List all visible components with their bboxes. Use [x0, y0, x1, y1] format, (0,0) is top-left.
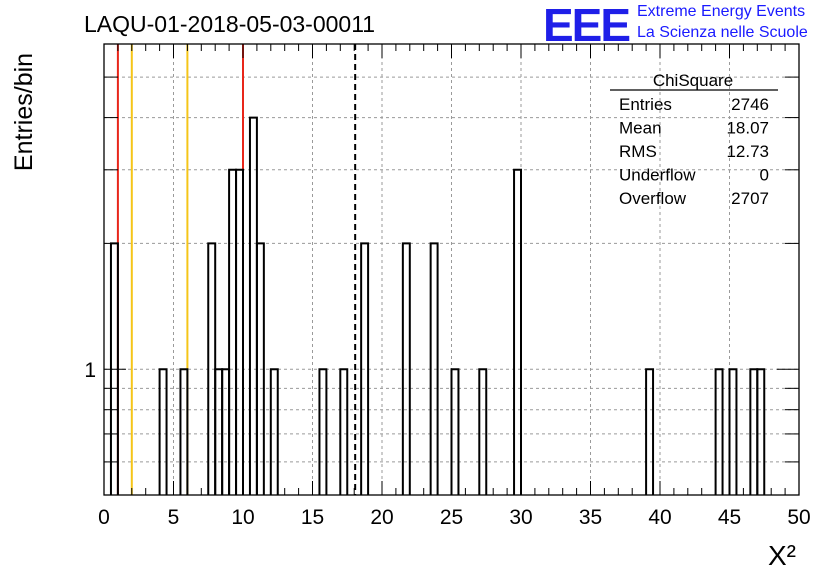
- stats-row-value: 12.73: [726, 142, 769, 161]
- x-axis-label: X²: [768, 540, 796, 571]
- y-tick-label: 1: [84, 359, 96, 382]
- logo-caption-line2: La Scienza nelle Scuole: [637, 24, 808, 41]
- stats-row-label: Mean: [619, 119, 662, 138]
- histogram-bar: [450, 368, 460, 495]
- histogram-bar: [714, 368, 724, 495]
- x-tick-label: 35: [579, 506, 602, 529]
- eee-logo: EEE: [543, 0, 631, 51]
- stats-rows: Entries 2746 Mean 18.07 RMS 12.73 Underflow 0 Ov…: [619, 95, 769, 208]
- x-tick-label: 25: [440, 506, 463, 529]
- histogram-bar: [158, 368, 168, 495]
- stats-row-label: RMS: [619, 142, 657, 161]
- stats-row-label: Overflow: [619, 189, 687, 208]
- x-tick-label: 5: [168, 506, 180, 529]
- stats-row-value: 18.07: [726, 119, 769, 138]
- stats-row-value: 0: [760, 166, 769, 185]
- stats-row-label: Entries: [619, 95, 672, 114]
- stats-row-value: 2746: [731, 95, 769, 114]
- histogram-bar: [429, 242, 439, 495]
- x-tick-label: 10: [231, 506, 254, 529]
- histogram-bar: [318, 368, 328, 495]
- x-tick-label: 0: [98, 506, 110, 529]
- chart-title: LAQU-01-2018-05-03-00011: [84, 11, 376, 37]
- histogram-bar: [360, 242, 370, 495]
- stats-box: ChiSquare Entries 2746 Mean 18.07 RMS 12.73 Un…: [610, 71, 778, 208]
- histogram-bar: [228, 168, 238, 495]
- stats-row-label: Underflow: [619, 166, 696, 185]
- y-axis-label: Entries/bin: [10, 53, 38, 171]
- histogram-bar: [248, 116, 258, 495]
- histogram-bar: [179, 368, 189, 495]
- histogram-bar: [478, 368, 488, 495]
- logo-caption-line1: Extreme Energy Events: [637, 3, 806, 20]
- x-tick-label: 30: [509, 506, 532, 529]
- histogram-bar: [269, 368, 279, 495]
- stats-row-value: 2707: [731, 189, 769, 208]
- stats-box-title: ChiSquare: [653, 71, 733, 90]
- x-tick-label: 45: [718, 506, 741, 529]
- histogram-bar: [401, 242, 411, 495]
- x-tick-label: 15: [301, 506, 324, 529]
- histogram-bar: [645, 368, 655, 495]
- histogram-bar: [728, 368, 738, 495]
- y-tick-labels: 1: [84, 359, 96, 382]
- axis-ticks: [103, 44, 800, 495]
- x-tick-label: 40: [648, 506, 671, 529]
- x-tick-labels: 0 5 10 15 20 25 30 35 40 45 50: [98, 506, 811, 529]
- histogram-bar: [255, 242, 265, 495]
- x-tick-label: 50: [787, 506, 810, 529]
- histogram-bar: [513, 168, 522, 495]
- histogram-bar: [756, 368, 766, 495]
- x-tick-label: 20: [370, 506, 393, 529]
- histogram-bar: [235, 168, 244, 495]
- histogram-bar: [339, 368, 349, 495]
